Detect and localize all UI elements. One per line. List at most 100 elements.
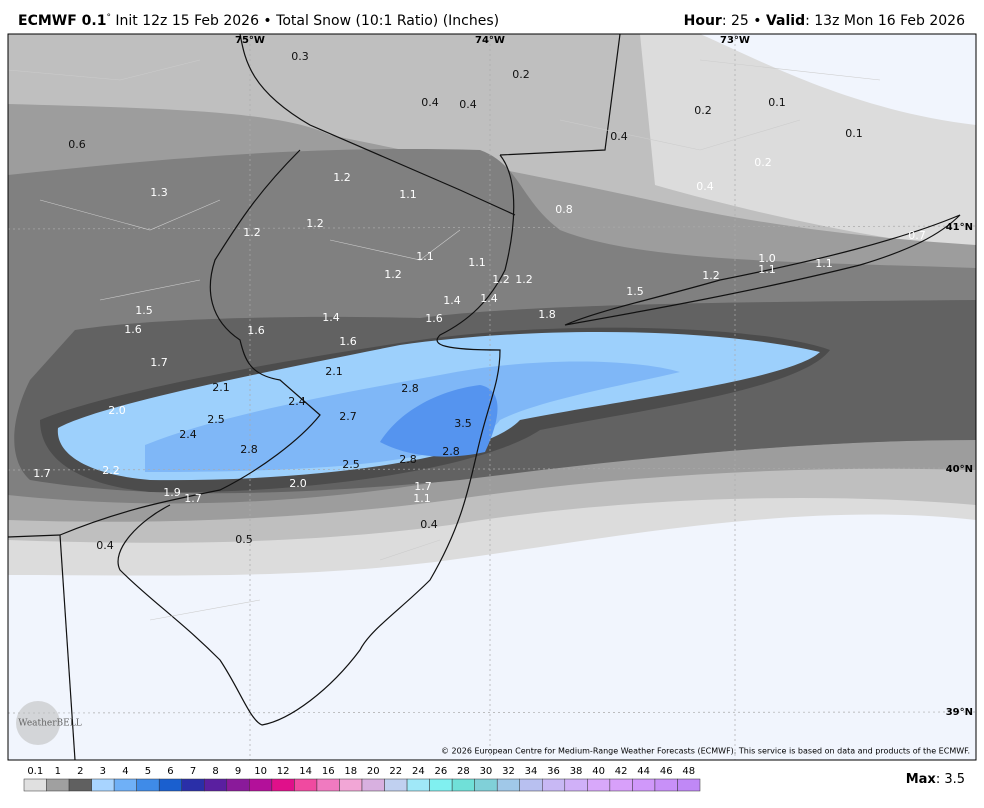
snow-label: 1.4 xyxy=(443,294,461,307)
colorbar-cell xyxy=(46,778,70,792)
snow-label: 1.2 xyxy=(384,268,402,281)
max-value: : 3.5 xyxy=(936,772,965,787)
colorbar-label: 0.1 xyxy=(27,766,43,777)
colorbar-label: 26 xyxy=(434,766,447,777)
snow-label: 1.2 xyxy=(702,269,720,282)
colorbar-label: 32 xyxy=(502,766,515,777)
degree: ° xyxy=(106,13,111,23)
snow-label: 0.5 xyxy=(235,533,253,546)
colorbar-label: 34 xyxy=(525,766,538,777)
snow-label: 0.4 xyxy=(421,96,439,109)
colorbar-label: 3 xyxy=(100,766,106,777)
longitude-label: 75°W xyxy=(235,35,265,46)
colorbar-label: 20 xyxy=(367,766,380,777)
snow-label: 2.4 xyxy=(288,395,306,408)
colorbar-cell xyxy=(406,778,430,792)
colorbar-cell xyxy=(271,778,295,792)
snow-label: 1.0 xyxy=(758,252,776,265)
snow-label: 1.7 xyxy=(184,492,202,505)
colorbar-label: 4 xyxy=(122,766,128,777)
colorbar-cell xyxy=(654,778,678,792)
colorbar-cell xyxy=(226,778,250,792)
colorbar-cell xyxy=(316,778,340,792)
colorbar-cell xyxy=(519,778,543,792)
snow-label: 1.6 xyxy=(247,324,265,337)
colorbar-label: 28 xyxy=(457,766,470,777)
snow-label: 1.1 xyxy=(758,263,776,276)
snow-label: 2.8 xyxy=(240,443,258,456)
snow-label: 0.4 xyxy=(96,539,114,552)
colorbar-cell xyxy=(384,778,408,792)
colorbar-label: 22 xyxy=(389,766,402,777)
snow-label: 2.0 xyxy=(108,404,126,417)
header-left: ECMWF 0.1° Init 12z 15 Feb 2026 • Total … xyxy=(18,13,499,30)
snow-label: 1.5 xyxy=(135,304,153,317)
colorbar-label: 10 xyxy=(254,766,267,777)
snow-label: 2.1 xyxy=(212,381,230,394)
snow-label: 2.4 xyxy=(179,428,197,441)
snow-label: 0.8 xyxy=(555,203,573,216)
longitude-label: 73°W xyxy=(720,35,750,46)
snow-label: 0.1 xyxy=(845,127,863,140)
colorbar-label: 42 xyxy=(615,766,628,777)
snow-label: 0.1 xyxy=(768,96,786,109)
snow-label: 2.8 xyxy=(442,445,460,458)
snow-label: 2.8 xyxy=(399,453,417,466)
map: WeatherBELL © 2026 European Centre for M… xyxy=(7,33,977,761)
colorbar-label: 7 xyxy=(190,766,196,777)
colorbar-cell xyxy=(158,778,182,792)
snow-label: 2.8 xyxy=(401,382,419,395)
colorbar-cell xyxy=(136,778,160,792)
valid-label: Valid xyxy=(766,13,805,29)
snow-label: 2.7 xyxy=(339,410,357,423)
snow-label: 2.0 xyxy=(289,477,307,490)
description: Init 12z 15 Feb 2026 • Total Snow (10:1 … xyxy=(115,13,499,29)
snow-label: 0.4 xyxy=(420,518,438,531)
colorbar: 0.1 1 2 3 4 5 6 7 8 9 10 12 14 16 18 20 22 24 26 28 30 32 34 36… xyxy=(23,766,701,792)
colorbar-cell xyxy=(113,778,137,792)
snow-label: 1.8 xyxy=(538,308,556,321)
colorbar-cell xyxy=(181,778,205,792)
max-label: Max xyxy=(906,772,937,787)
colorbar-label: 8 xyxy=(212,766,218,777)
snow-label: 0.7 xyxy=(908,229,926,242)
longitude-label: 74°W xyxy=(475,35,505,46)
snow-label: 2.5 xyxy=(342,458,360,471)
colorbar-label: 30 xyxy=(480,766,493,777)
latitude-label: 40°N xyxy=(946,464,973,475)
snow-label: 1.7 xyxy=(150,356,168,369)
snow-label: 1.2 xyxy=(243,226,261,239)
snow-label: 1.1 xyxy=(399,188,417,201)
snow-label: 1.3 xyxy=(150,186,168,199)
snow-label: 1.1 xyxy=(413,492,431,505)
snow-label: 2.5 xyxy=(207,413,225,426)
logo: WeatherBELL xyxy=(18,719,81,729)
snow-label: 1.6 xyxy=(339,335,357,348)
colorbar-label: 9 xyxy=(235,766,241,777)
colorbar-label: 5 xyxy=(145,766,151,777)
colorbar-cell xyxy=(361,778,385,792)
snow-label: 1.7 xyxy=(414,480,432,493)
colorbar-cell xyxy=(542,778,566,792)
colorbar-cell xyxy=(474,778,498,792)
snow-label: 0.4 xyxy=(610,130,628,143)
colorbar-label: 6 xyxy=(167,766,173,777)
colorbar-cell xyxy=(429,778,453,792)
colorbar-cell xyxy=(496,778,520,792)
model: ECMWF 0.1 xyxy=(18,13,106,29)
colorbar-label: 24 xyxy=(412,766,425,777)
copyright: © 2026 European Centre for Medium-Range … xyxy=(441,747,970,756)
colorbar-label: 18 xyxy=(344,766,357,777)
snow-label: 0.2 xyxy=(512,68,530,81)
colorbar-cell xyxy=(609,778,633,792)
colorbar-label: 36 xyxy=(547,766,560,777)
colorbar-cell xyxy=(23,778,47,792)
snow-label: 1.2 xyxy=(306,217,324,230)
colorbar-label: 14 xyxy=(299,766,312,777)
snow-label: 1.4 xyxy=(322,311,340,324)
snow-label: 3.5 xyxy=(454,417,472,430)
snow-label: 1.1 xyxy=(416,250,434,263)
snow-label: 1.2 xyxy=(515,273,533,286)
snow-label: 1.5 xyxy=(626,285,644,298)
